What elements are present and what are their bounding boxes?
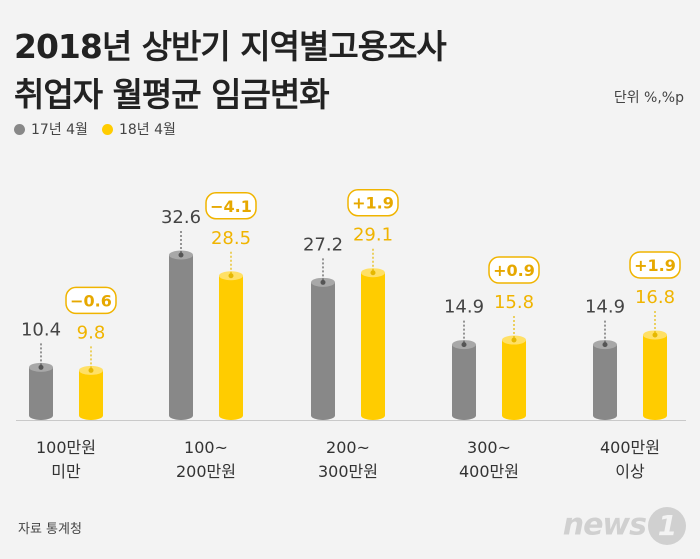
change-label-2: +1.9 xyxy=(352,194,394,213)
bar-body-s1-4 xyxy=(643,334,667,416)
data-label-s0-1: 32.6 xyxy=(161,207,201,228)
data-label-s1-1: 28.5 xyxy=(211,228,251,249)
bar-bottom-s0-1 xyxy=(169,411,193,420)
legend-dot-2018 xyxy=(101,123,113,135)
unit-label: 단위 %,%p xyxy=(613,90,684,106)
category-label-0-1: 미만 xyxy=(51,462,81,481)
data-label-s1-0: 9.8 xyxy=(77,322,106,343)
data-label-s1-4: 16.8 xyxy=(635,287,675,308)
chart-title-line2: 취업자 월평균 임금변화 xyxy=(14,75,330,114)
bar-bottom-s1-4 xyxy=(643,411,667,420)
category-label-1-0: 100~ xyxy=(184,438,228,457)
category-label-2-1: 300만원 xyxy=(318,462,378,481)
legend: 17년 4월 18년 4월 xyxy=(14,119,190,139)
bar-bottom-s0-2 xyxy=(311,411,335,420)
leader-dot-s0-4 xyxy=(602,342,608,348)
data-label-s1-3: 15.8 xyxy=(494,292,534,313)
data-label-s0-2: 27.2 xyxy=(303,234,343,255)
change-label-4: +1.9 xyxy=(634,256,676,275)
category-label-1-1: 200만원 xyxy=(176,462,236,481)
bar-body-s0-0 xyxy=(29,367,53,416)
bar-bottom-s1-2 xyxy=(361,411,385,420)
leader-dot-s0-3 xyxy=(461,342,467,348)
leader-dot-s1-3 xyxy=(511,337,517,343)
leader-dot-s0-2 xyxy=(320,279,326,285)
category-label-3-1: 400만원 xyxy=(459,462,519,481)
data-label-s0-3: 14.9 xyxy=(444,297,484,318)
bar-bottom-s0-4 xyxy=(593,411,617,420)
bar-body-s0-2 xyxy=(311,282,335,416)
bar-bottom-s1-0 xyxy=(79,411,103,420)
logo-mark: 1 xyxy=(648,507,686,545)
category-label-4-1: 이상 xyxy=(615,462,645,481)
bar-body-s1-1 xyxy=(219,275,243,416)
bar-body-s1-3 xyxy=(502,340,526,416)
change-badge-3 xyxy=(488,256,540,284)
source-label: 자료 통계청 xyxy=(18,522,82,537)
leader-dot-s1-0 xyxy=(88,367,94,373)
bar-body-s1-2 xyxy=(361,272,385,416)
leader-dot-s1-4 xyxy=(652,332,658,338)
legend-dot-2017 xyxy=(14,123,25,135)
change-label-1: −4.1 xyxy=(210,197,252,216)
legend-item-2017: 17년 4월 xyxy=(14,119,88,139)
change-badge-2 xyxy=(347,188,399,217)
change-badge-4 xyxy=(629,251,681,279)
category-label-2-0: 200~ xyxy=(326,438,370,457)
category-label-0-0: 100만원 xyxy=(36,438,96,457)
change-label-0: −0.6 xyxy=(70,291,112,310)
legend-label-2017: 17년 4월 xyxy=(31,122,88,138)
bar-bottom-s0-3 xyxy=(452,411,476,420)
category-label-4-0: 400만원 xyxy=(600,438,660,457)
bar-bottom-s1-3 xyxy=(502,411,526,420)
legend-item-2018: 18년 4월 xyxy=(101,119,176,139)
leader-dot-s0-1 xyxy=(178,252,184,258)
bar-bottom-s0-0 xyxy=(29,411,53,420)
leader-dot-s1-2 xyxy=(370,270,376,276)
change-badge-0 xyxy=(65,286,117,315)
news1-logo: news 1 xyxy=(563,507,686,545)
bar-body-s1-0 xyxy=(79,370,103,416)
category-label-3-0: 300~ xyxy=(467,438,511,457)
chart-title-line1: 2018년 상반기 지역별고용조사 xyxy=(14,27,447,66)
legend-label-2018: 18년 4월 xyxy=(118,122,176,138)
data-label-s1-2: 29.1 xyxy=(353,225,393,246)
bar-body-s0-4 xyxy=(593,344,617,416)
leader-dot-s0-0 xyxy=(38,364,44,370)
bar-body-s0-3 xyxy=(452,344,476,416)
leader-dot-s1-1 xyxy=(228,273,234,279)
bar-body-s0-1 xyxy=(169,255,193,416)
data-label-s0-0: 10.4 xyxy=(21,319,61,340)
change-badge-1 xyxy=(205,192,257,220)
change-label-3: +0.9 xyxy=(493,261,535,280)
data-label-s0-4: 14.9 xyxy=(585,297,625,318)
logo-text: news xyxy=(562,507,647,543)
bar-bottom-s1-1 xyxy=(219,411,243,420)
